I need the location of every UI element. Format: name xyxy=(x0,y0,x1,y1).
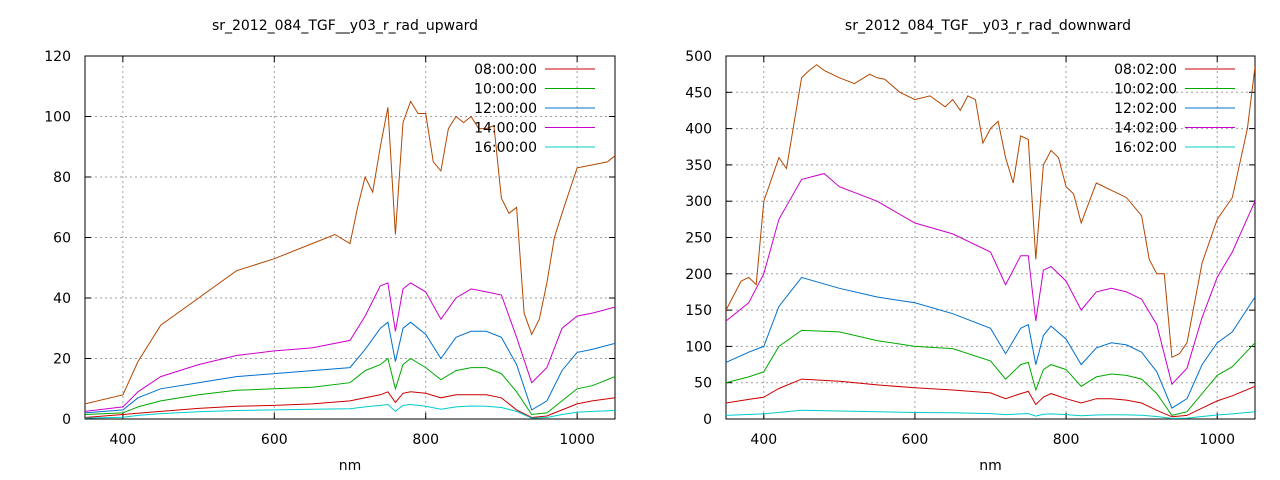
y-tick-label: 150 xyxy=(685,303,712,319)
legend-label: 16:00:00 xyxy=(474,140,537,156)
chart-1: sr_2012_084_TGF__y03_r_rad_downward 400 60… xyxy=(685,18,1256,474)
legend-label: 10:02:00 xyxy=(1114,82,1177,98)
legend-label: 14:00:00 xyxy=(474,121,537,137)
series-line-160200 xyxy=(726,409,1255,419)
legend-label: 08:00:00 xyxy=(474,62,537,78)
series-line-100200 xyxy=(726,329,1255,416)
series-line-unlabeled-5 xyxy=(85,100,615,405)
x-tick-label: 600 xyxy=(261,432,288,448)
x-axis-label: nm xyxy=(339,458,362,474)
chart-title: sr_2012_084_TGF__y03_r_rad_downward xyxy=(845,18,1131,34)
x-tick-label: 400 xyxy=(109,432,136,448)
y-tick-label: 500 xyxy=(685,49,712,65)
series-line-080200 xyxy=(726,378,1255,418)
series-line-140200 xyxy=(726,173,1255,386)
y-tick-label: 120 xyxy=(44,49,71,65)
y-tick-label: 100 xyxy=(44,110,71,126)
y-tick-label: 40 xyxy=(53,291,71,307)
legend-label: 12:02:00 xyxy=(1114,101,1177,117)
series-line-100000 xyxy=(85,357,615,416)
chart-title: sr_2012_084_TGF__y03_r_rad_upward xyxy=(212,18,478,34)
legend-label: 16:02:00 xyxy=(1114,140,1177,156)
y-tick-label: 20 xyxy=(53,352,71,368)
y-tick-label: 250 xyxy=(685,231,712,247)
x-tick-label: 1000 xyxy=(559,432,595,448)
x-axis-label: nm xyxy=(979,458,1002,474)
y-tick-label: 60 xyxy=(53,231,71,247)
y-tick-label: 0 xyxy=(62,412,71,428)
x-tick-label: 800 xyxy=(1053,432,1080,448)
series-line-120000 xyxy=(85,321,615,414)
series-line-unlabeled-5 xyxy=(726,64,1255,359)
y-tick-label: 200 xyxy=(685,267,712,283)
y-tick-label: 400 xyxy=(685,122,712,138)
x-tick-label: 800 xyxy=(412,432,439,448)
series-line-120200 xyxy=(726,276,1255,409)
series-line-160000 xyxy=(85,403,615,419)
y-tick-label: 450 xyxy=(685,85,712,101)
legend-label: 10:00:00 xyxy=(474,82,537,98)
legend-label: 08:02:00 xyxy=(1114,62,1177,78)
x-tick-label: 600 xyxy=(902,432,929,448)
y-tick-label: 350 xyxy=(685,158,712,174)
series-line-080000 xyxy=(85,391,615,419)
x-tick-label: 1000 xyxy=(1199,432,1235,448)
x-tick-label: 400 xyxy=(750,432,777,448)
y-tick-label: 80 xyxy=(53,170,71,186)
y-tick-label: 300 xyxy=(685,194,712,210)
y-tick-label: 100 xyxy=(685,339,712,355)
legend-label: 12:00:00 xyxy=(474,101,537,117)
y-tick-label: 50 xyxy=(694,376,712,392)
legend-label: 14:02:00 xyxy=(1114,121,1177,137)
series-line-140000 xyxy=(85,282,615,412)
y-tick-label: 0 xyxy=(703,412,712,428)
